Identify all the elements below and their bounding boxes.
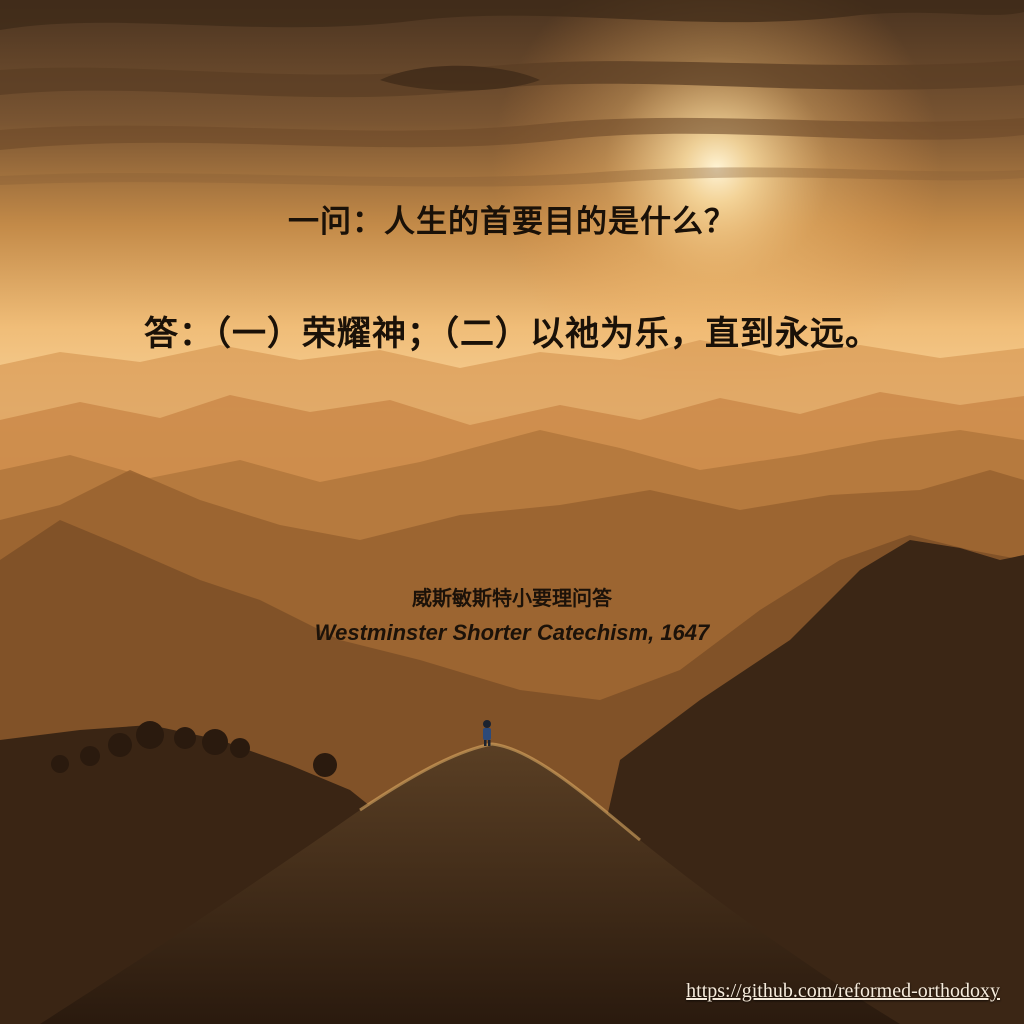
source-chinese: 威斯敏斯特小要理问答 [412,586,612,610]
source-english: Westminster Shorter Catechism, 1647 [314,620,710,645]
peak-rim-light [359,742,641,842]
github-link[interactable]: https://github.com/reformed-orthodoxy [686,980,1000,1002]
hiker-figure [483,720,491,746]
catechism-question: 一问：人生的首要目的是什么？ [288,204,736,240]
foreground-peak [40,744,900,1024]
catechism-answer: 答：（一）荣耀神；（二）以祂为乐，直到永远。 [144,314,880,354]
clouds [0,0,1024,187]
